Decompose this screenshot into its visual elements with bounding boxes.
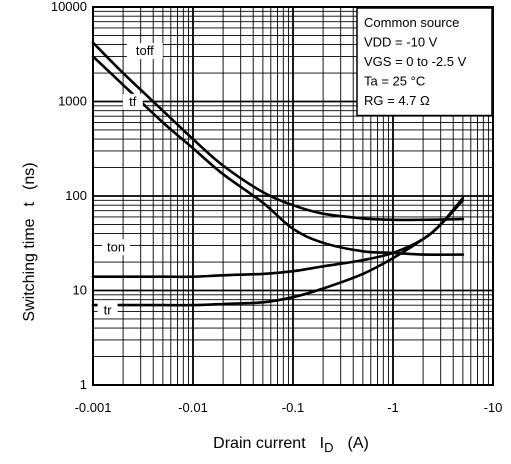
curve-label-tr: tr — [104, 302, 113, 317]
y-tick-label: 1 — [80, 377, 87, 392]
plot-frame — [92, 6, 494, 386]
curve-label-toff: toff — [136, 43, 154, 58]
y-axis-text: Switching time — [21, 218, 38, 321]
condition-line: RG = 4.7 Ω — [364, 93, 430, 108]
y-axis-unit: (ns) — [21, 162, 38, 190]
y-tick-labels: 1 10 100 1000 10000 — [51, 0, 87, 392]
x-tick-label: -0.01 — [178, 400, 208, 415]
x-tick-label: -0.001 — [75, 400, 112, 415]
curve-tr — [91, 196, 465, 307]
x-tick-label: -10 — [484, 400, 503, 415]
curve-label-bg-tr — [97, 302, 118, 319]
y-axis-title: Switching time t (ns) — [21, 162, 38, 321]
x-axis-text: Drain current — [213, 435, 306, 452]
x-tick-label: -0.1 — [282, 400, 304, 415]
x-axis-symbol: I — [320, 435, 324, 452]
curve-label-bg-tf — [122, 93, 143, 110]
x-tick-label: -1 — [387, 400, 399, 415]
curve-toff — [91, 41, 465, 222]
curves — [91, 41, 465, 307]
conditions-legend: Common source VDD = -10 V VGS = 0 to -2.… — [356, 7, 493, 117]
y-tick-label: 100 — [65, 188, 87, 203]
y-tick-label: 1000 — [58, 94, 87, 109]
condition-line: Ta = 25 °C — [364, 74, 425, 89]
curve-labels: toff tf ton tr — [97, 43, 163, 319]
condition-line: VDD = -10 V — [364, 35, 438, 50]
y-tick-label: 10 — [73, 283, 87, 298]
x-axis-unit: (A) — [348, 435, 369, 452]
y-axis-symbol: t — [21, 201, 38, 206]
y-tick-label: 10000 — [51, 0, 87, 14]
curve-label-tf: tf — [129, 94, 137, 109]
condition-line: VGS = 0 to -2.5 V — [364, 54, 467, 69]
x-axis-title: Drain current ID (A) — [213, 435, 369, 455]
curve-label-bg-toff — [126, 43, 163, 60]
condition-line: Common source — [364, 15, 459, 30]
x-tick-labels: -0.001 -0.01 -0.1 -1 -10 — [75, 400, 503, 415]
x-axis-subscript: D — [324, 440, 333, 455]
curve-label-bg-ton — [102, 239, 131, 256]
curve-label-ton: ton — [107, 239, 125, 254]
conditions-box — [356, 7, 493, 117]
